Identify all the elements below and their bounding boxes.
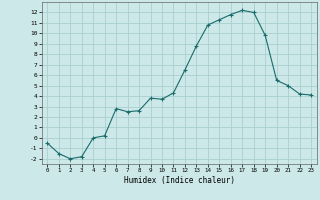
X-axis label: Humidex (Indice chaleur): Humidex (Indice chaleur) bbox=[124, 176, 235, 185]
